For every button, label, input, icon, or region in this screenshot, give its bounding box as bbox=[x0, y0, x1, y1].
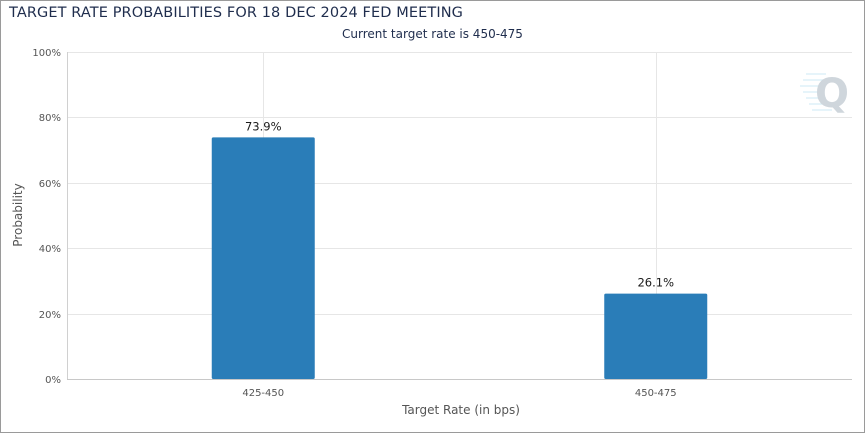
logo-speed-lines bbox=[800, 73, 832, 111]
x-tick-label: 450-475 bbox=[635, 388, 677, 399]
x-tick-label: 425-450 bbox=[242, 388, 284, 399]
bar-data-label: 73.9% bbox=[245, 119, 282, 133]
bar-data-label: 26.1% bbox=[637, 276, 674, 290]
logo-q-text: Q bbox=[815, 71, 849, 117]
chart-title: TARGET RATE PROBABILITIES FOR 18 DEC 202… bbox=[9, 5, 463, 21]
y-tick-label: 60% bbox=[39, 179, 61, 190]
x-axis-title: Target Rate (in bps) bbox=[401, 403, 520, 417]
chart-subtitle: Current target rate is 450-475 bbox=[342, 27, 523, 41]
bar[interactable] bbox=[604, 293, 708, 379]
y-tick-label: 0% bbox=[45, 375, 61, 386]
y-tick-label: 100% bbox=[32, 48, 61, 59]
logo-watermark: Q bbox=[800, 71, 849, 117]
y-tick-label: 20% bbox=[39, 310, 61, 321]
bar[interactable] bbox=[211, 137, 315, 379]
y-tick-label: 80% bbox=[39, 113, 61, 124]
y-axis-title: Probability bbox=[11, 183, 25, 246]
y-tick-label: 40% bbox=[39, 244, 61, 255]
